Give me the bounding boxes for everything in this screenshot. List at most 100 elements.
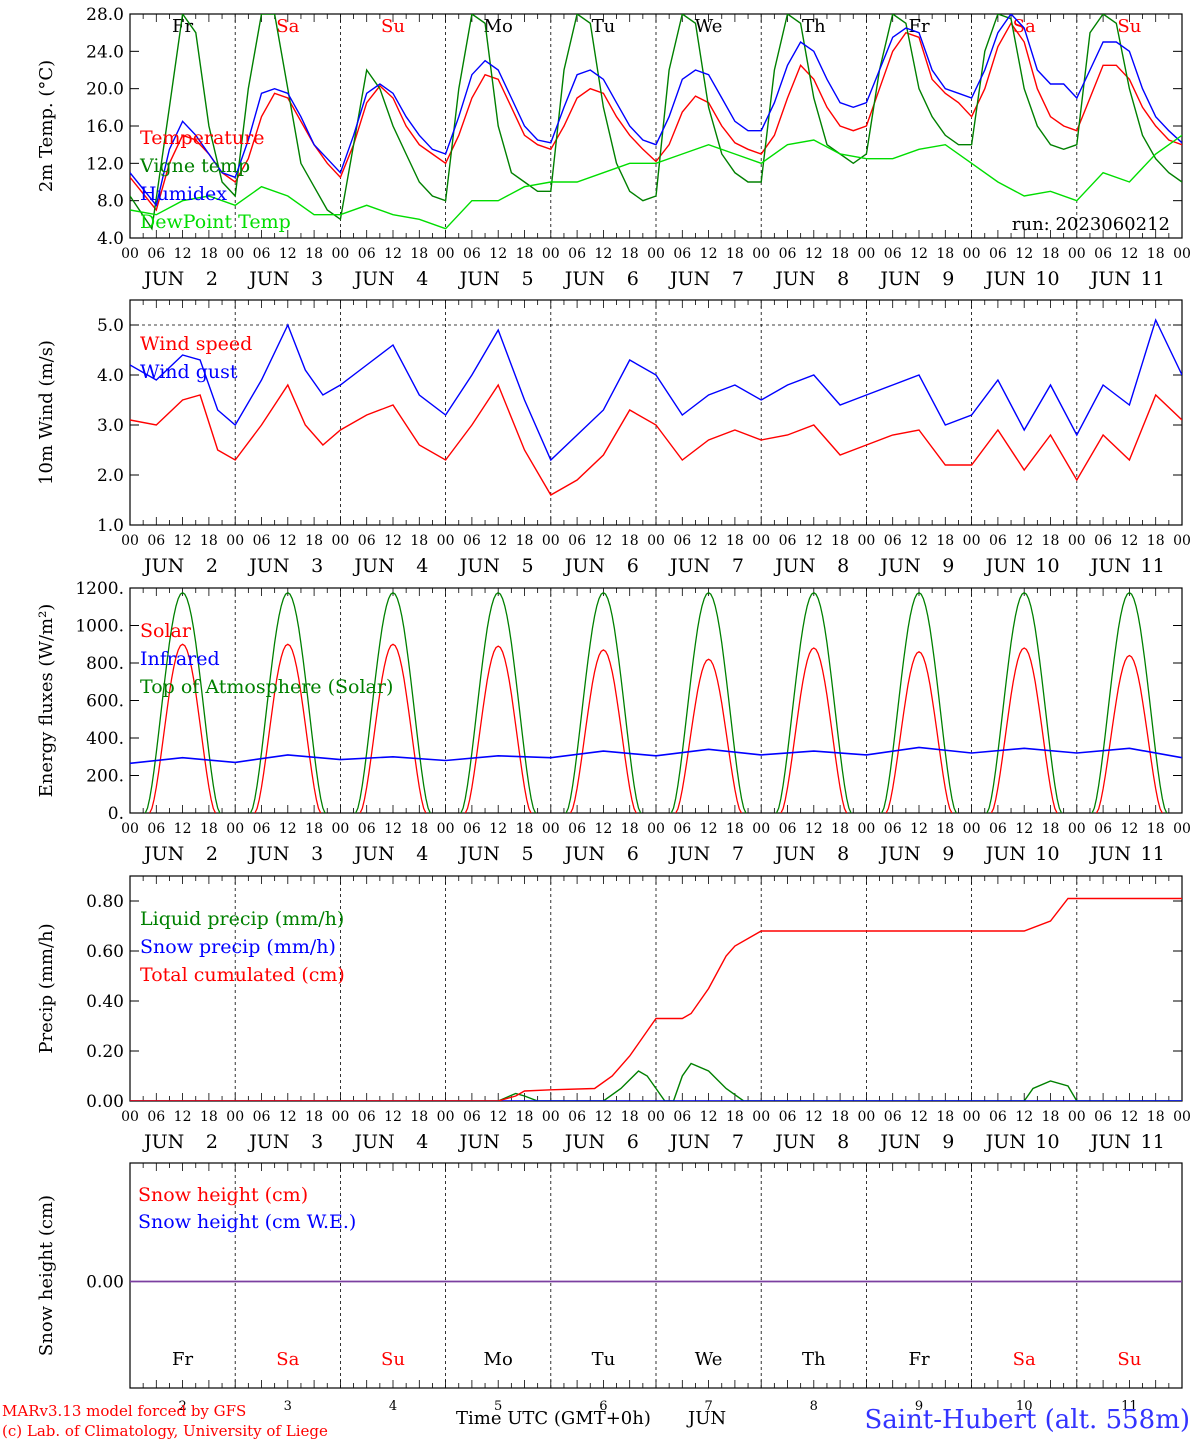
day-label: 8 bbox=[837, 1131, 849, 1153]
hour-label: 18 bbox=[516, 246, 534, 262]
hour-label: 06 bbox=[1094, 246, 1112, 262]
day-label: 4 bbox=[416, 268, 428, 290]
hour-label: 06 bbox=[358, 246, 376, 262]
month-label: JUN bbox=[773, 843, 815, 865]
hour-label: 12 bbox=[805, 246, 823, 262]
month-label: JUN bbox=[142, 268, 184, 290]
legend-entry: Infrared bbox=[140, 648, 220, 670]
day-label: 4 bbox=[416, 555, 428, 577]
hour-label: 06 bbox=[673, 821, 691, 837]
y-tick-label: 24.0 bbox=[86, 42, 124, 62]
hour-label: 12 bbox=[1120, 533, 1138, 549]
y-tick-label: 0. bbox=[108, 804, 124, 824]
month-label: JUN bbox=[247, 268, 289, 290]
hour-label: 18 bbox=[831, 1109, 849, 1125]
hour-label: 00 bbox=[1068, 1109, 1086, 1125]
hour-label: 12 bbox=[1120, 1109, 1138, 1125]
hour-label: 18 bbox=[410, 1109, 428, 1125]
day-label: 7 bbox=[732, 1131, 744, 1153]
y-tick-label: 1.0 bbox=[97, 516, 124, 536]
y-tick-label: 20.0 bbox=[86, 80, 124, 100]
day-label: 3 bbox=[311, 555, 323, 577]
hour-label: 00 bbox=[226, 246, 244, 262]
hour-label: 06 bbox=[779, 821, 797, 837]
month-label: JUN bbox=[668, 843, 710, 865]
y-tick-label: 0.60 bbox=[86, 942, 124, 962]
y-tick-label: 200. bbox=[86, 767, 124, 787]
hour-label: 12 bbox=[594, 1109, 612, 1125]
plot-frame bbox=[129, 587, 1183, 814]
hour-label: 06 bbox=[1094, 1109, 1112, 1125]
y-tick-label: 0.00 bbox=[86, 1092, 124, 1112]
hour-label: 00 bbox=[752, 246, 770, 262]
month-label: JUN bbox=[878, 1131, 920, 1153]
day-label: 9 bbox=[942, 268, 954, 290]
month-label: JUN bbox=[984, 268, 1026, 290]
hour-label: 12 bbox=[279, 533, 297, 549]
month-label: JUN bbox=[773, 1131, 815, 1153]
legend-entry: DewPoint Temp bbox=[140, 211, 291, 233]
day-label: 7 bbox=[732, 843, 744, 865]
hour-label: 12 bbox=[1015, 821, 1033, 837]
month-label: JUN bbox=[352, 1131, 394, 1153]
hour-label: 06 bbox=[568, 533, 586, 549]
weekday-label: Fr bbox=[908, 1349, 929, 1370]
hour-label: 12 bbox=[1015, 246, 1033, 262]
hour-label: 00 bbox=[542, 533, 560, 549]
hour-label: 12 bbox=[805, 821, 823, 837]
legend-entry: Snow height (cm W.E.) bbox=[138, 1211, 356, 1233]
month-label: JUN bbox=[247, 555, 289, 577]
hour-label: 12 bbox=[1120, 821, 1138, 837]
legend-entry: Total cumulated (cm) bbox=[140, 964, 345, 986]
y-tick-label: 4.0 bbox=[97, 366, 124, 386]
hour-label: 18 bbox=[1042, 1109, 1060, 1125]
day-label: 9 bbox=[942, 555, 954, 577]
station-name: Saint-Hubert (alt. 558m) bbox=[864, 1405, 1190, 1435]
day-label: 8 bbox=[837, 555, 849, 577]
hour-label: 06 bbox=[253, 533, 271, 549]
day-label: 2 bbox=[206, 268, 218, 290]
hour-label: 00 bbox=[963, 1109, 981, 1125]
month-label: JUN bbox=[1089, 1131, 1131, 1153]
month-label: JUN bbox=[352, 555, 394, 577]
hour-label: 06 bbox=[779, 246, 797, 262]
hour-label: 06 bbox=[463, 246, 481, 262]
y-tick-label: 3.0 bbox=[97, 416, 124, 436]
hour-label: 18 bbox=[831, 821, 849, 837]
month-label: JUN bbox=[878, 268, 920, 290]
series-solar bbox=[149, 643, 1163, 813]
month-label: JUN bbox=[458, 843, 500, 865]
hour-label: 18 bbox=[1147, 246, 1165, 262]
hour-label: 06 bbox=[884, 821, 902, 837]
month-label: JUN bbox=[984, 1131, 1026, 1153]
y-axis-label: 10m Wind (m/s) bbox=[36, 340, 57, 485]
hour-label: 00 bbox=[1068, 533, 1086, 549]
hour-label: 00 bbox=[226, 1109, 244, 1125]
hour-label: 18 bbox=[1042, 533, 1060, 549]
y-tick-label: 0.80 bbox=[86, 892, 124, 912]
y-tick-label: 400. bbox=[86, 729, 124, 749]
hour-label: 12 bbox=[805, 1109, 823, 1125]
hour-label: 18 bbox=[410, 533, 428, 549]
hour-label: 06 bbox=[884, 246, 902, 262]
hour-label: 18 bbox=[410, 821, 428, 837]
series-1 bbox=[130, 1062, 1182, 1101]
panel-1: 2m Temp. (°C) 4.0 8.0 12.0 16.0 20.0 24.0 28.0 0… bbox=[36, 5, 1191, 290]
plot-frame bbox=[129, 13, 1183, 239]
hour-label: 12 bbox=[910, 533, 928, 549]
hour-label: 06 bbox=[673, 1109, 691, 1125]
day-number-label: 8 bbox=[810, 1399, 818, 1414]
hour-label: 18 bbox=[516, 533, 534, 549]
hour-label: 18 bbox=[831, 246, 849, 262]
hour-label: 12 bbox=[489, 533, 507, 549]
hour-label: 00 bbox=[437, 821, 455, 837]
hour-label: 00 bbox=[647, 533, 665, 549]
day-number-label: 7 bbox=[704, 1399, 712, 1414]
day-label: 2 bbox=[206, 843, 218, 865]
y-tick-label: 800. bbox=[86, 654, 124, 674]
month-label: JUN bbox=[1089, 268, 1131, 290]
hour-label: 18 bbox=[831, 533, 849, 549]
month-label: JUN bbox=[247, 1131, 289, 1153]
series-2 bbox=[130, 318, 1182, 462]
month-label: JUN bbox=[563, 843, 605, 865]
